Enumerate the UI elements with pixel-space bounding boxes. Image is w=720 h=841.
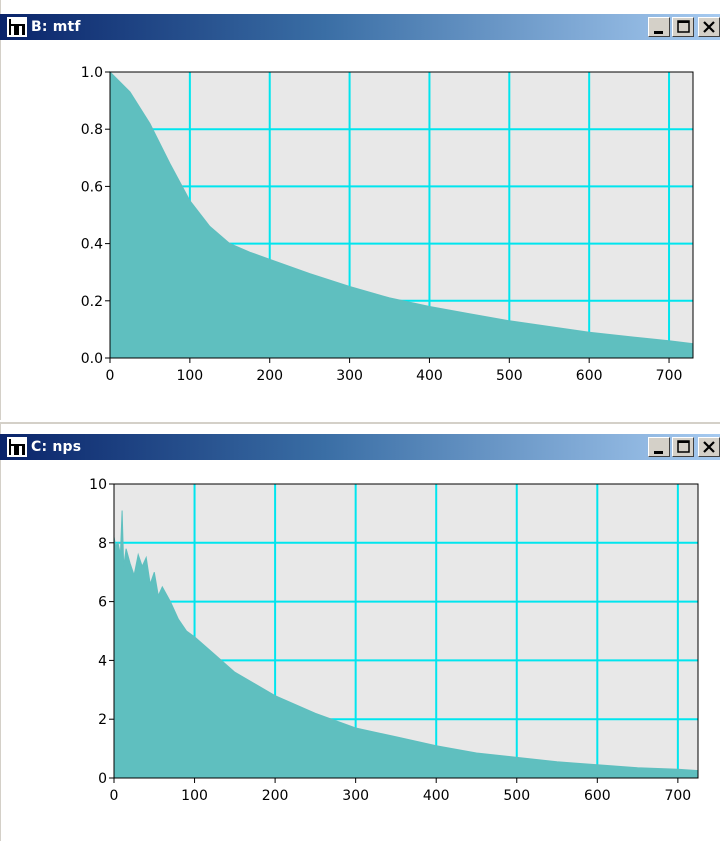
x-tick-label: 500	[503, 788, 530, 804]
y-tick-label: 0	[98, 771, 107, 787]
maximize-icon	[677, 20, 690, 33]
y-tick-label: 0.8	[81, 122, 103, 138]
data-area	[113, 510, 699, 779]
maximize-button[interactable]	[672, 17, 694, 37]
window-nps-border	[0, 424, 720, 841]
window-mtf: B: mtf 0 100 200 300 400 500 600 700 0.0 0.2 0.4 0.…	[0, 0, 720, 420]
window-mtf-titlebar[interactable]: B: mtf	[0, 14, 720, 40]
data-area	[109, 70, 694, 359]
plot-frame	[109, 71, 694, 359]
maximize-button[interactable]	[672, 437, 694, 457]
x-tick-label: 500	[496, 368, 523, 384]
mtf-chart: 0 100 200 300 400 500 600 700 0.0 0.2 0.4 0.6 0.8 1.0	[81, 65, 694, 384]
window-nps-controls	[648, 437, 720, 457]
close-button[interactable]	[698, 437, 720, 457]
maximize-icon	[677, 440, 690, 453]
x-tick-label: 700	[664, 788, 691, 804]
close-button[interactable]	[698, 17, 720, 37]
window-mtf-border	[0, 0, 720, 420]
x-tick-label: 700	[656, 368, 683, 384]
app-icon	[7, 17, 27, 37]
y-tick-label: 6	[98, 595, 107, 611]
y-tick-label: 0.2	[81, 294, 103, 310]
x-tick-label: 400	[416, 368, 443, 384]
minimize-button[interactable]	[648, 17, 670, 37]
y-tick-label: 8	[98, 536, 107, 552]
y-tick-label: 0.0	[81, 351, 103, 367]
x-tick-label: 300	[342, 788, 369, 804]
y-tick-label: 0.6	[81, 179, 103, 195]
window-nps-title: C: nps	[31, 439, 82, 455]
y-tick-label: 2	[98, 712, 107, 728]
nps-chart: 0 100 200 300 400 500 600 700 0 2 4 6 8 10	[89, 477, 699, 804]
app-icon	[7, 437, 27, 457]
y-tick-label: 4	[98, 653, 107, 669]
x-tick-label: 600	[584, 788, 611, 804]
x-tick-label: 300	[336, 368, 363, 384]
y-tick-label: 0.4	[81, 237, 103, 253]
minimize-icon	[654, 31, 663, 34]
y-tick-label: 1.0	[81, 65, 103, 81]
window-mtf-title: B: mtf	[31, 19, 81, 35]
x-tick-label: 0	[106, 368, 115, 384]
window-nps-titlebar[interactable]: C: nps	[0, 434, 720, 460]
x-tick-label: 400	[423, 788, 450, 804]
x-tick-label: 200	[262, 788, 289, 804]
x-tick-label: 100	[181, 788, 208, 804]
close-icon	[703, 441, 715, 453]
minimize-button[interactable]	[648, 437, 670, 457]
close-icon	[703, 21, 715, 33]
x-tick-label: 0	[110, 788, 119, 804]
window-mtf-controls	[648, 17, 720, 37]
y-tick-label: 10	[89, 477, 107, 493]
minimize-icon	[654, 451, 663, 454]
x-tick-label: 100	[176, 368, 203, 384]
plot-frame	[113, 483, 699, 779]
window-separator	[0, 422, 720, 424]
x-tick-label: 200	[256, 368, 283, 384]
window-nps: C: nps 0 100 200 300 400 500 600 700 0 2 4 6 8 10	[0, 424, 720, 841]
x-tick-label: 600	[576, 368, 603, 384]
